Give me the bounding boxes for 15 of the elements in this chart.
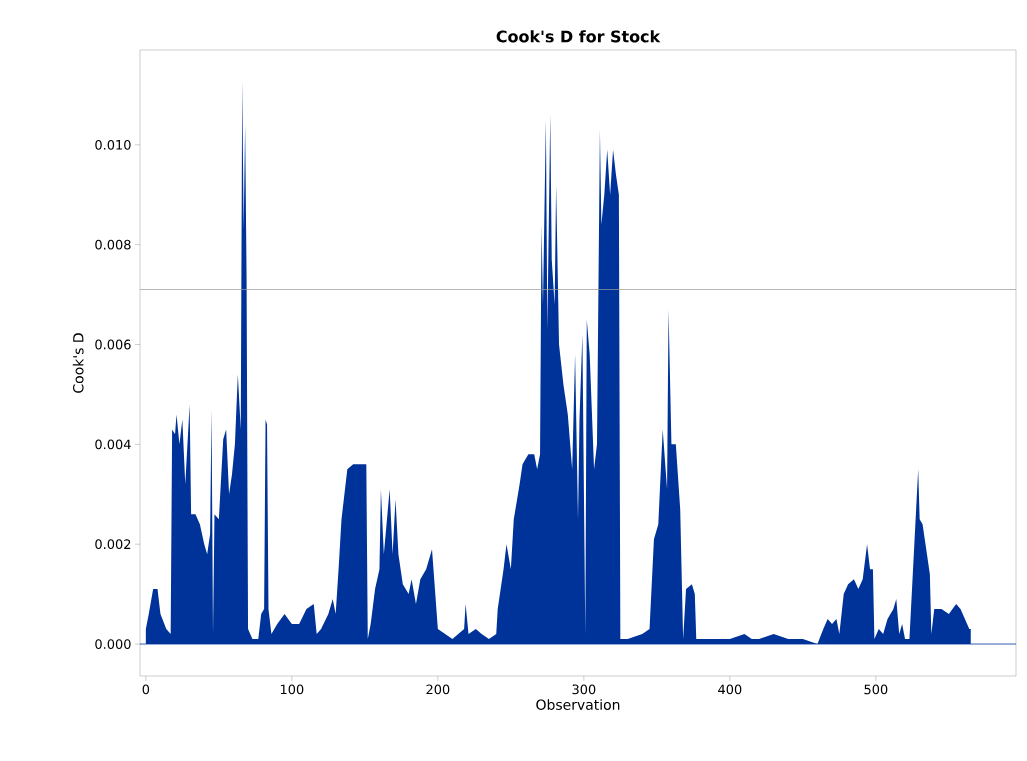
x-axis-title: Observation [536,699,620,710]
y-tick-label: 0.004 [95,439,131,450]
y-axis-title: Cook's D [72,333,84,393]
x-tick-label: 200 [426,684,450,695]
x-tick-label: 300 [572,684,596,695]
y-tick-label: 0.008 [95,239,131,250]
x-tick-label: 100 [280,684,304,695]
x-tick-label: 500 [864,684,888,695]
y-tick-label: 0.006 [95,339,131,350]
x-tick-label: 0 [142,684,150,695]
chart-title: Cook's D for Stock [496,30,661,43]
y-tick-label: 0.002 [95,539,131,550]
y-tick-label: 0.000 [95,639,131,649]
x-tick-label: 400 [718,684,742,695]
y-tick-label: 0.010 [95,139,131,150]
